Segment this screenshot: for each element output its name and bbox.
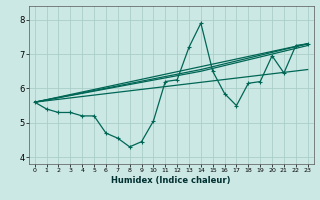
- X-axis label: Humidex (Indice chaleur): Humidex (Indice chaleur): [111, 176, 231, 185]
